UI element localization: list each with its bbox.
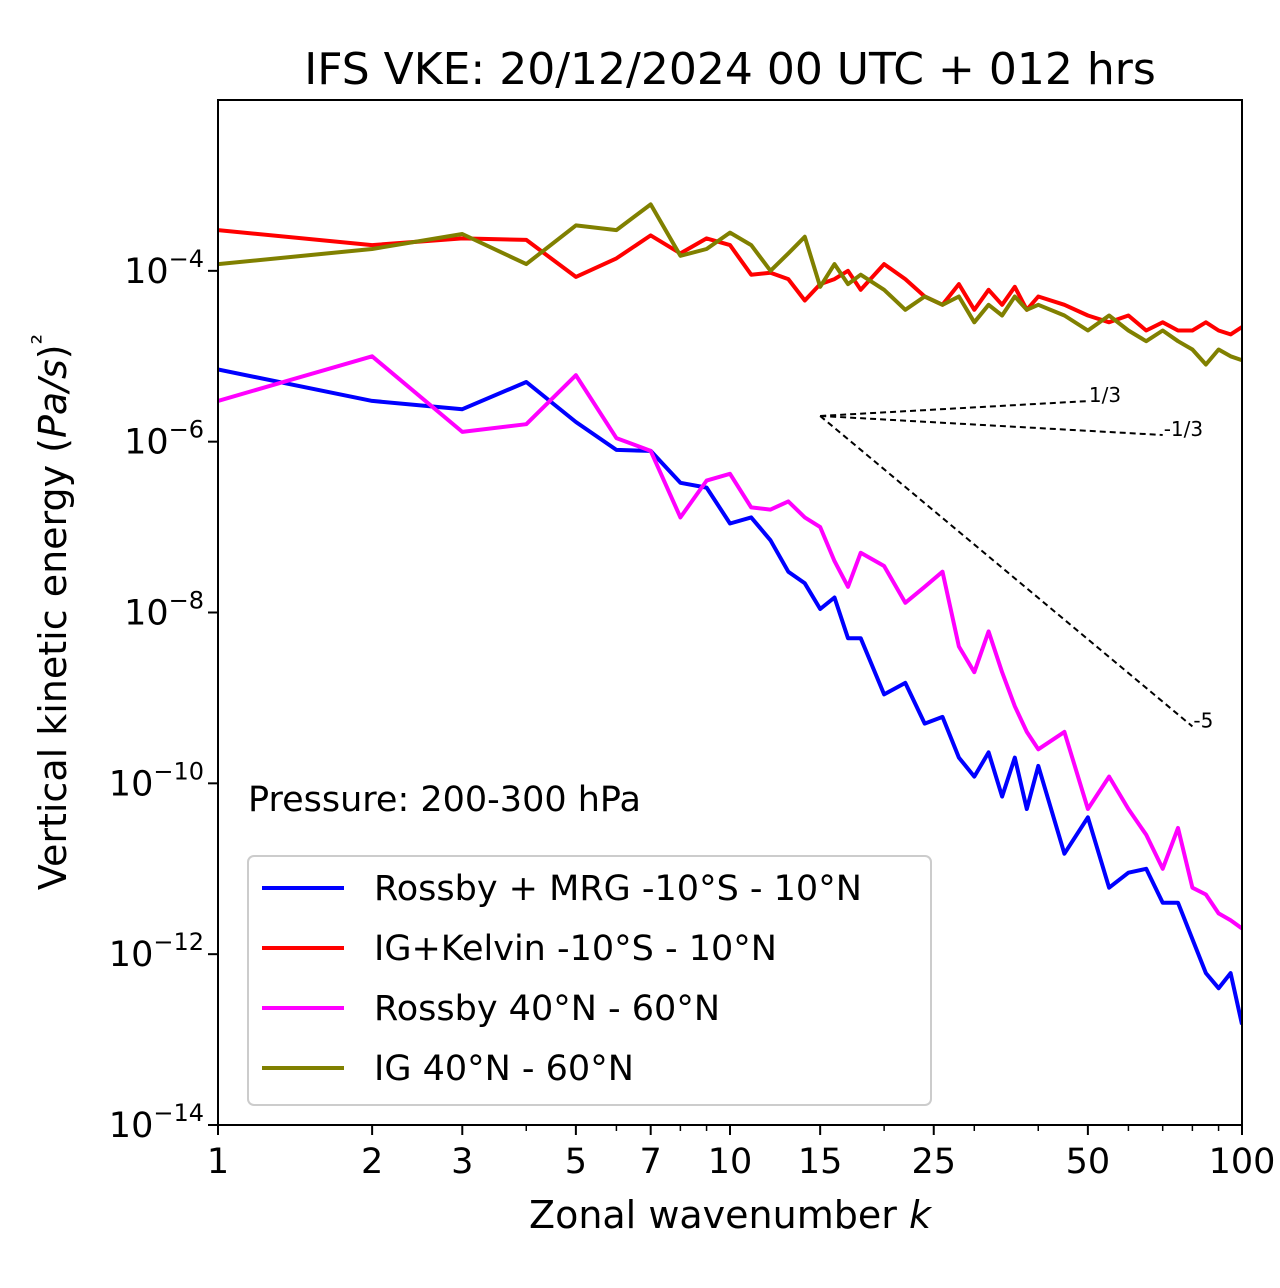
y-tick-label: 10−14 xyxy=(109,1099,204,1146)
series-layer xyxy=(218,202,1242,1025)
legend: Rossby + MRG -10°S - 10°N IG+Kelvin -10°S… xyxy=(247,855,932,1106)
reference-slopes: 1/3 -1/3 -5 xyxy=(819,383,1213,732)
y-tick-label: 10−8 xyxy=(124,587,204,634)
x-tick-label: 25 xyxy=(911,1142,956,1182)
reference-slope-line xyxy=(819,415,1194,728)
x-tick-label: 50 xyxy=(1066,1142,1111,1182)
x-tick-label: 10 xyxy=(708,1142,753,1182)
legend-box xyxy=(247,855,932,1106)
x-tick-label: 7 xyxy=(640,1142,662,1182)
x-tick-label: 2 xyxy=(361,1142,383,1182)
reference-slope-line xyxy=(820,414,1163,436)
y-tick-label: 10−4 xyxy=(124,245,204,292)
reference-slope-label: 1/3 xyxy=(1089,383,1121,407)
y-axis-ticks: 10−4 10−6 10−8 10−10 10−12 10−14 xyxy=(109,245,218,1146)
x-tick-label: 100 xyxy=(1209,1142,1276,1182)
legend-label-1: Rossby + MRG -10°S - 10°N xyxy=(374,869,862,909)
series-line-2 xyxy=(218,228,1242,337)
x-tick-label: 1 xyxy=(207,1142,229,1182)
x-axis-label: Zonal wavenumber k xyxy=(529,1193,933,1237)
legend-label-2: IG+Kelvin -10°S - 10°N xyxy=(374,929,777,969)
series-line-4 xyxy=(218,202,1242,367)
reference-slope-label: -1/3 xyxy=(1164,417,1203,441)
legend-label-3: Rossby 40°N - 60°N xyxy=(374,989,720,1029)
pressure-annotation: Pressure: 200-300 hPa xyxy=(248,780,641,820)
x-tick-label: 3 xyxy=(451,1142,473,1182)
y-tick-label: 10−10 xyxy=(109,757,204,804)
x-tick-label: 15 xyxy=(798,1142,843,1182)
chart-title: IFS VKE: 20/12/2024 00 UTC + 012 hrs xyxy=(304,44,1156,95)
series-line-3 xyxy=(218,354,1242,931)
legend-label-4: IG 40°N - 60°N xyxy=(374,1049,634,1089)
series-line-1 xyxy=(218,367,1242,1025)
reference-slope-label: -5 xyxy=(1193,708,1213,732)
reference-slope-line xyxy=(820,400,1088,417)
y-tick-label: 10−12 xyxy=(109,928,204,975)
y-tick-label: 10−6 xyxy=(124,416,204,463)
x-axis-ticks: 1 2 3 5 7 10 15 25 50 100 xyxy=(207,1125,1276,1182)
y-axis-label: Vertical kinetic energy (Pa/s)² xyxy=(27,334,75,890)
x-tick-label: 5 xyxy=(565,1142,587,1182)
